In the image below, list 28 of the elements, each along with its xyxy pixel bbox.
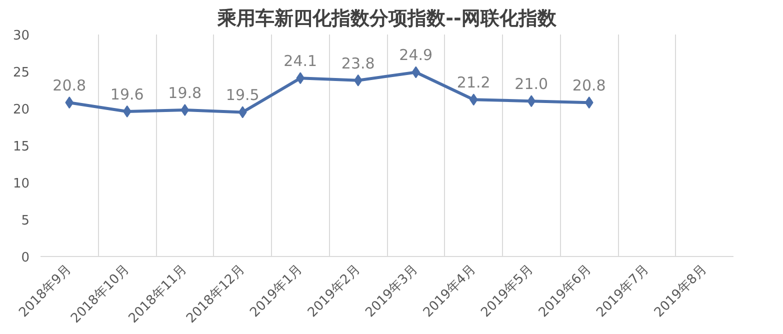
point <box>354 74 362 86</box>
y-tick-label: 25 <box>12 66 30 80</box>
data-label: 23.8 <box>341 54 375 72</box>
data-label: 21.2 <box>456 74 490 92</box>
point <box>122 105 132 118</box>
data-label: 24.9 <box>399 46 433 64</box>
y-tick-label: 20 <box>12 102 30 118</box>
data-label: 20.8 <box>52 76 86 95</box>
y-tick-label: 30 <box>12 28 30 44</box>
y-tick-label: 0 <box>21 250 30 266</box>
chart-title: 乘用车新四化指数分项指数--网联化指数 <box>216 8 558 30</box>
y-tick-label: 15 <box>12 140 30 154</box>
point <box>296 72 305 84</box>
data-label: 21.0 <box>514 75 548 94</box>
point <box>65 96 74 109</box>
point <box>412 66 420 78</box>
point <box>527 95 536 108</box>
point <box>584 96 594 109</box>
y-tick-label: 5 <box>21 214 30 228</box>
point <box>180 104 190 116</box>
data-label: 24.1 <box>284 52 318 70</box>
data-label: 19.8 <box>168 84 202 102</box>
data-label: 20.8 <box>572 76 606 95</box>
data-label: 19.6 <box>110 85 144 104</box>
point <box>238 106 247 118</box>
data-label: 19.5 <box>226 86 260 104</box>
y-tick-label: 10 <box>12 176 30 192</box>
point <box>469 94 478 106</box>
